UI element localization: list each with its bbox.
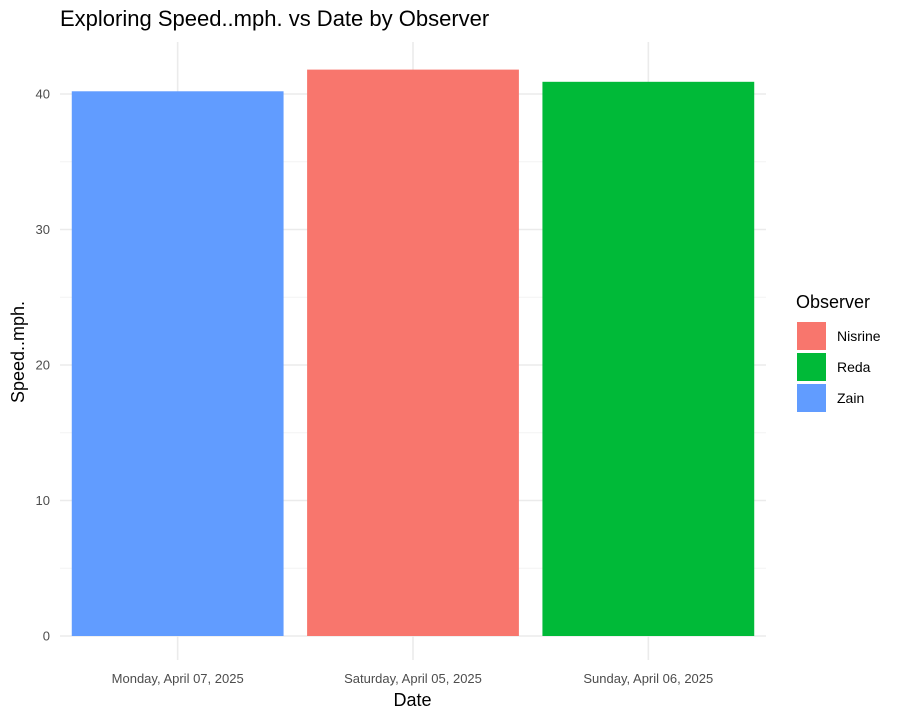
x-tick-label: Sunday, April 06, 2025 — [583, 671, 713, 686]
legend-title: Observer — [796, 292, 870, 312]
bar-nisrine — [307, 69, 519, 637]
legend-swatch-zain — [797, 384, 826, 412]
x-tick-label: Monday, April 07, 2025 — [112, 671, 244, 686]
legend: Observer Nisrine Reda Zain — [796, 292, 881, 412]
legend-swatch-reda — [797, 353, 826, 381]
y-tick-label: 10 — [36, 493, 50, 508]
bars — [71, 69, 755, 637]
legend-swatch-nisrine — [797, 322, 826, 350]
bar-reda — [542, 81, 755, 637]
y-tick-label: 40 — [36, 87, 50, 102]
legend-label-zain: Zain — [837, 390, 864, 406]
y-tick-label: 30 — [36, 222, 50, 237]
x-axis-title: Date — [393, 690, 431, 710]
legend-items: Nisrine Reda Zain — [797, 322, 881, 412]
legend-label-nisrine: Nisrine — [837, 328, 881, 344]
x-axis-tick-labels: Monday, April 07, 2025 Saturday, April 05… — [112, 671, 714, 686]
chart-title: Exploring Speed..mph. vs Date by Observe… — [60, 6, 489, 31]
bar-zain — [71, 91, 284, 637]
y-axis-tick-labels: 0 10 20 30 40 — [36, 87, 50, 644]
x-tick-label: Saturday, April 05, 2025 — [344, 671, 482, 686]
y-tick-label: 0 — [43, 629, 50, 644]
legend-label-reda: Reda — [837, 359, 871, 375]
y-tick-label: 20 — [36, 358, 50, 373]
y-axis-title: Speed..mph. — [8, 301, 28, 403]
